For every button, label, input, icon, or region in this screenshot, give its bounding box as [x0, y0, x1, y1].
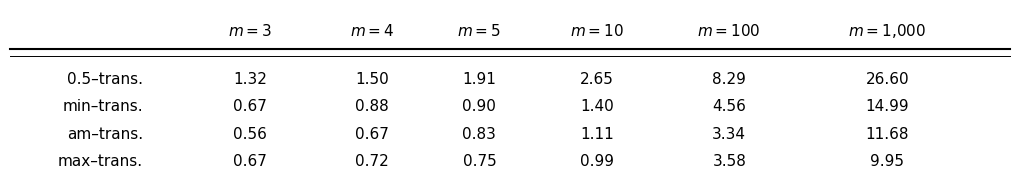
Text: 3.58: 3.58 [711, 154, 746, 169]
Text: $m=5$: $m=5$ [457, 23, 501, 39]
Text: 8.29: 8.29 [711, 72, 746, 87]
Text: 0.67: 0.67 [232, 99, 267, 114]
Text: $m=3$: $m=3$ [227, 23, 272, 39]
Text: 0.67: 0.67 [232, 154, 267, 169]
Text: 11.68: 11.68 [865, 127, 908, 142]
Text: 1.11: 1.11 [579, 127, 613, 142]
Text: $m=10$: $m=10$ [570, 23, 623, 39]
Text: $m=4$: $m=4$ [350, 23, 394, 39]
Text: 0.72: 0.72 [355, 154, 389, 169]
Text: 0.5–trans.: 0.5–trans. [66, 72, 143, 87]
Text: 1.40: 1.40 [579, 99, 613, 114]
Text: 4.56: 4.56 [711, 99, 746, 114]
Text: 0.56: 0.56 [232, 127, 267, 142]
Text: 0.83: 0.83 [462, 127, 496, 142]
Text: 1.32: 1.32 [232, 72, 267, 87]
Text: 0.67: 0.67 [355, 127, 389, 142]
Text: $m=1{,}000$: $m=1{,}000$ [848, 22, 925, 40]
Text: 0.88: 0.88 [355, 99, 389, 114]
Text: max–trans.: max–trans. [58, 154, 143, 169]
Text: 0.99: 0.99 [579, 154, 613, 169]
Text: am–trans.: am–trans. [66, 127, 143, 142]
Text: 3.34: 3.34 [711, 127, 746, 142]
Text: 1.50: 1.50 [355, 72, 389, 87]
Text: $m=100$: $m=100$ [697, 23, 760, 39]
Text: 14.99: 14.99 [865, 99, 908, 114]
Text: 1.91: 1.91 [462, 72, 496, 87]
Text: 9.95: 9.95 [869, 154, 904, 169]
Text: 0.90: 0.90 [462, 99, 496, 114]
Text: 0.75: 0.75 [462, 154, 496, 169]
Text: min–trans.: min–trans. [62, 99, 143, 114]
Text: 2.65: 2.65 [579, 72, 613, 87]
Text: 26.60: 26.60 [865, 72, 908, 87]
